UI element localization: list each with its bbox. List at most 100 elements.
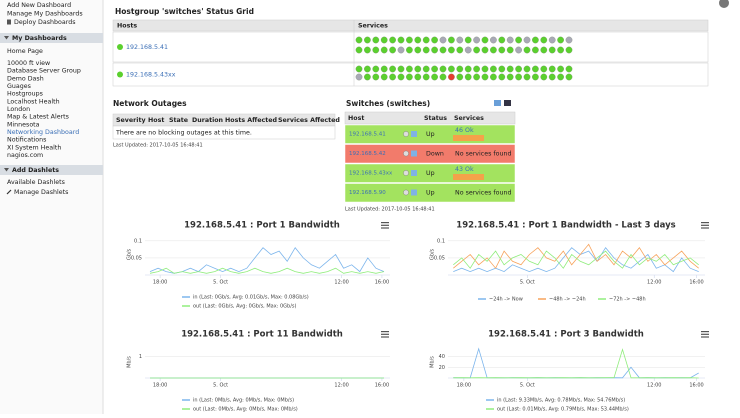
chart-menu-icon[interactable]: [701, 331, 709, 333]
dashboard-link[interactable]: nagios.com: [7, 152, 43, 159]
service-icon[interactable]: [389, 46, 396, 54]
legend-label[interactable]: ~24h -> Now: [489, 297, 523, 303]
service-icon[interactable]: [532, 46, 539, 54]
service-icon[interactable]: [506, 65, 514, 73]
service-icon[interactable]: [456, 46, 464, 54]
service-icon[interactable]: [565, 36, 573, 44]
switch-host[interactable]: 192.168.5.41: [349, 132, 386, 138]
dashboard-link[interactable]: London: [7, 106, 30, 113]
service-icon[interactable]: [406, 36, 413, 44]
sidebar-link[interactable]: Manage My Dashboards: [7, 11, 83, 18]
service-icon[interactable]: [355, 36, 363, 44]
service-icon[interactable]: [548, 73, 556, 81]
service-icon[interactable]: [464, 46, 472, 54]
service-icon[interactable]: [481, 65, 489, 73]
service-icon[interactable]: [532, 73, 539, 81]
dashboard-link[interactable]: XI System Health: [7, 144, 61, 151]
dashlet-link[interactable]: Manage Dashlets: [14, 189, 68, 196]
service-icon[interactable]: [448, 46, 455, 54]
service-icon[interactable]: [464, 65, 472, 73]
service-icon[interactable]: [515, 65, 522, 73]
service-icon[interactable]: [355, 73, 363, 81]
service-icon[interactable]: [548, 36, 556, 44]
service-icon[interactable]: [406, 65, 413, 73]
legend-label[interactable]: out (Last: 0Gb/s, Avg: 0Gb/s, Max: 0Gb/s…: [193, 304, 296, 310]
service-icon[interactable]: [515, 46, 522, 54]
service-icon[interactable]: [540, 36, 548, 44]
service-icon[interactable]: [464, 36, 472, 44]
service-icon[interactable]: [431, 65, 438, 73]
service-icon[interactable]: [389, 36, 396, 44]
switch-icon[interactable]: [504, 100, 511, 106]
service-icon[interactable]: [515, 73, 522, 81]
service-icon[interactable]: [464, 73, 472, 81]
legend-label[interactable]: ~48h -> ~24h: [549, 297, 586, 303]
service-icon[interactable]: [515, 36, 522, 44]
service-icon[interactable]: [364, 36, 371, 44]
switch-host[interactable]: 192.168.5.43xx: [349, 171, 393, 177]
service-icon[interactable]: [540, 46, 548, 54]
service-icon[interactable]: [431, 36, 438, 44]
legend-label[interactable]: out (Last: 0.01Mb/s, Avg: 0.79Mb/s, Max:…: [497, 407, 629, 413]
service-icon[interactable]: [523, 36, 531, 44]
service-icon[interactable]: [389, 65, 396, 73]
service-icon[interactable]: [372, 65, 380, 73]
switch-icon[interactable]: [494, 100, 501, 106]
service-icon[interactable]: [481, 73, 489, 81]
service-icon[interactable]: [372, 46, 380, 54]
service-icon[interactable]: [523, 65, 531, 73]
switch-host[interactable]: 192.168.5.42: [349, 151, 386, 157]
service-icon[interactable]: [498, 46, 506, 54]
chart-menu-icon[interactable]: [381, 333, 389, 335]
service-icon[interactable]: [456, 36, 464, 44]
service-icon[interactable]: [397, 73, 405, 81]
service-icon[interactable]: [431, 73, 438, 81]
service-icon[interactable]: [490, 36, 497, 44]
service-icon[interactable]: [540, 65, 548, 73]
service-icon[interactable]: [473, 73, 480, 81]
dashboard-link[interactable]: Notifications: [7, 137, 46, 144]
service-icon[interactable]: [490, 46, 497, 54]
service-icon[interactable]: [548, 65, 556, 73]
service-icon[interactable]: [414, 36, 422, 44]
chart-menu-icon[interactable]: [381, 224, 389, 226]
switch-host[interactable]: 192.168.5.90: [349, 190, 386, 196]
chart-menu-icon[interactable]: [381, 336, 389, 338]
service-icon[interactable]: [506, 73, 514, 81]
legend-label[interactable]: out (Last: 0Mb/s, Avg: 0Mb/s, Max: 0Mb/s…: [193, 407, 298, 413]
dashboard-link[interactable]: Minnesota: [7, 121, 40, 128]
service-icon[interactable]: [448, 36, 455, 44]
chart-menu-icon[interactable]: [381, 331, 389, 333]
service-icon[interactable]: [523, 46, 531, 54]
chart-menu-icon[interactable]: [701, 336, 709, 338]
service-icon[interactable]: [397, 65, 405, 73]
service-icon[interactable]: [364, 46, 371, 54]
service-icon[interactable]: [355, 65, 363, 73]
service-icon[interactable]: [557, 46, 564, 54]
service-icon[interactable]: [456, 65, 464, 73]
service-icon[interactable]: [506, 36, 514, 44]
dashboard-link[interactable]: Home Page: [7, 48, 43, 55]
service-icon[interactable]: [565, 46, 573, 54]
service-icon[interactable]: [498, 65, 506, 73]
chart-menu-icon[interactable]: [701, 222, 709, 224]
service-icon[interactable]: [473, 65, 480, 73]
service-icon[interactable]: [406, 73, 413, 81]
chart-menu-icon[interactable]: [701, 227, 709, 229]
service-icon[interactable]: [448, 73, 455, 81]
legend-label[interactable]: in (Last: 9.33Mb/s, Avg: 0.78Mb/s, Max: …: [497, 398, 625, 404]
service-icon[interactable]: [422, 36, 430, 44]
dashboard-link[interactable]: Hostgroups: [7, 91, 43, 98]
service-icon[interactable]: [473, 46, 480, 54]
grid-host[interactable]: 192.168.5.43xx: [126, 72, 176, 79]
service-icon[interactable]: [364, 73, 371, 81]
service-icon[interactable]: [557, 73, 564, 81]
chart-menu-icon[interactable]: [701, 333, 709, 335]
dashboard-link[interactable]: Demo Dash: [7, 75, 44, 82]
dashboard-link[interactable]: Localhost Health: [7, 98, 60, 105]
chart-menu-icon[interactable]: [701, 224, 709, 226]
service-icon[interactable]: [498, 73, 506, 81]
service-icon[interactable]: [448, 65, 455, 73]
service-icon[interactable]: [532, 36, 539, 44]
service-icon[interactable]: [380, 73, 388, 81]
